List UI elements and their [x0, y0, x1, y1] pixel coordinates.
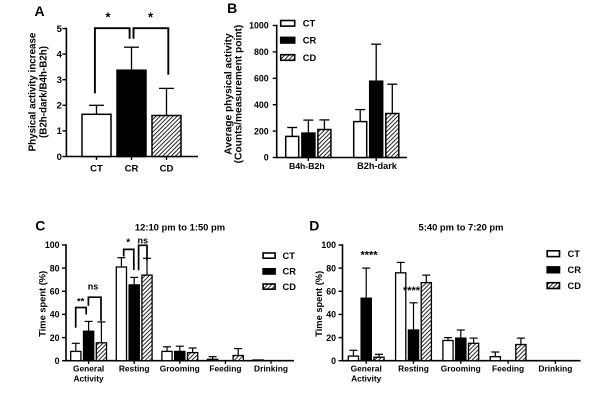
svg-text:CR: CR [125, 163, 139, 174]
svg-text:General: General [351, 364, 382, 374]
svg-text:5: 5 [57, 24, 63, 35]
svg-text:40: 40 [50, 310, 60, 320]
svg-text:C: C [35, 217, 45, 233]
svg-text:0: 0 [331, 356, 336, 366]
svg-text:20: 20 [326, 333, 336, 343]
svg-text:100: 100 [321, 240, 336, 250]
svg-text:0: 0 [264, 153, 269, 163]
svg-text:1: 1 [57, 126, 63, 137]
svg-text:800: 800 [254, 47, 269, 57]
svg-text:40: 40 [326, 310, 336, 320]
svg-text:*: * [148, 10, 154, 25]
svg-text:60: 60 [50, 287, 60, 297]
svg-text:Resting: Resting [119, 364, 150, 374]
svg-text:5:40 pm to 7:20 pm: 5:40 pm to 7:20 pm [419, 222, 504, 233]
svg-text:A: A [34, 3, 44, 19]
svg-text:CD: CD [283, 282, 297, 292]
svg-text:CR: CR [303, 36, 317, 46]
svg-text:80: 80 [326, 263, 336, 273]
svg-text:600: 600 [254, 74, 269, 84]
svg-text:ns: ns [138, 235, 149, 245]
svg-text:4: 4 [57, 49, 63, 60]
svg-text:Average physical activity: Average physical activity [224, 33, 235, 155]
svg-text:1000: 1000 [249, 21, 269, 31]
svg-text:*: * [105, 10, 111, 25]
svg-text:0: 0 [57, 152, 62, 163]
svg-text:12:10 pm to 1:50 pm: 12:10 pm to 1:50 pm [135, 222, 225, 233]
svg-text:Grooming: Grooming [160, 364, 200, 374]
svg-text:****: **** [360, 250, 378, 262]
svg-text:Activity: Activity [73, 374, 104, 384]
svg-text:CT: CT [303, 19, 316, 29]
svg-text:ns: ns [88, 281, 99, 291]
svg-text:Resting: Resting [398, 364, 429, 374]
svg-text:CT: CT [568, 249, 581, 259]
svg-text:(Counts/measurement point): (Counts/measurement point) [234, 25, 245, 164]
svg-text:100: 100 [45, 240, 60, 250]
svg-text:Physical activity increase: Physical activity increase [28, 32, 39, 151]
svg-text:****: **** [403, 285, 421, 297]
svg-text:Drinking: Drinking [538, 364, 572, 374]
svg-text:0: 0 [55, 356, 60, 366]
svg-text:Grooming: Grooming [441, 364, 481, 374]
svg-text:Feeding: Feeding [492, 364, 524, 374]
svg-text:**: ** [77, 296, 85, 307]
svg-text:B2h-dark: B2h-dark [357, 161, 398, 171]
svg-text:B: B [227, 0, 237, 16]
svg-text:CD: CD [303, 53, 317, 63]
svg-text:Feeding: Feeding [209, 364, 241, 374]
svg-text:D: D [309, 217, 319, 233]
svg-text:CR: CR [568, 265, 582, 275]
svg-text:Time spent (%): Time spent (%) [314, 271, 324, 337]
svg-text:Time spent (%): Time spent (%) [38, 271, 48, 337]
svg-text:80: 80 [50, 263, 60, 273]
svg-text:CR: CR [283, 267, 297, 277]
svg-text:400: 400 [254, 100, 269, 110]
svg-text:B4h-B2h: B4h-B2h [289, 161, 325, 171]
svg-text:Drinking: Drinking [254, 364, 288, 374]
svg-text:CD: CD [568, 281, 582, 291]
svg-text:200: 200 [254, 126, 269, 136]
svg-text:(B2h-dark/B4h-B2h): (B2h-dark/B4h-B2h) [39, 46, 50, 138]
svg-text:*: * [126, 237, 130, 248]
svg-text:Activity: Activity [351, 374, 382, 384]
svg-text:General: General [73, 364, 104, 374]
svg-text:60: 60 [326, 287, 336, 297]
svg-text:CT: CT [90, 163, 103, 174]
svg-text:2: 2 [57, 101, 62, 112]
svg-text:3: 3 [57, 75, 62, 86]
svg-text:CD: CD [160, 163, 174, 174]
svg-text:20: 20 [50, 333, 60, 343]
svg-text:CT: CT [283, 251, 296, 261]
